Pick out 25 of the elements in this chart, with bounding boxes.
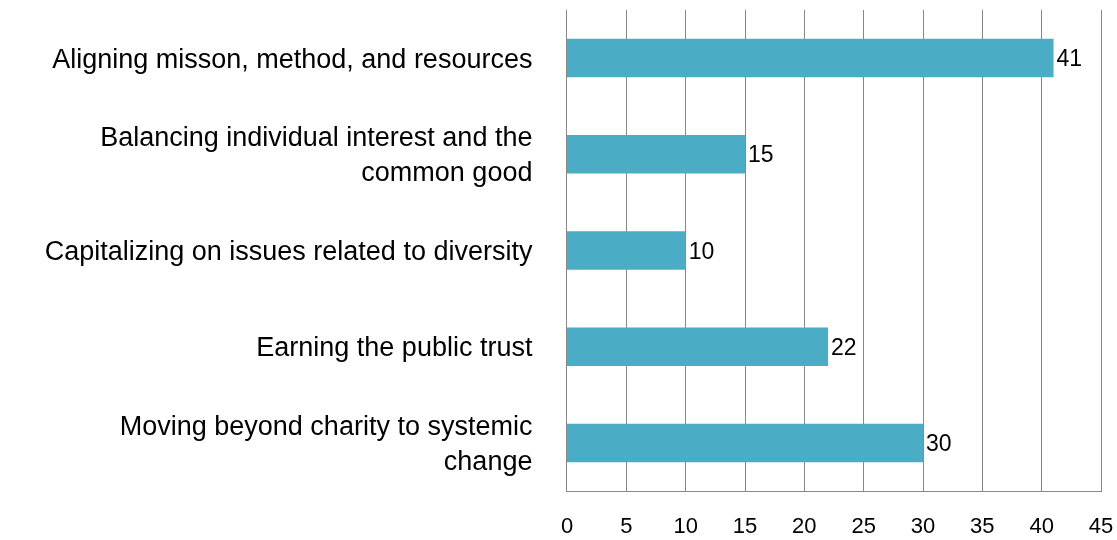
x-tick-label: 15 — [732, 512, 758, 538]
bar — [567, 423, 923, 463]
y-tick-label: Capitalizing on issues related to diversity — [44, 235, 533, 266]
bar — [567, 327, 829, 366]
x-tick-label: 35 — [970, 512, 995, 538]
bar — [567, 38, 1054, 78]
bar — [567, 135, 745, 174]
data-label: 41 — [1056, 45, 1083, 72]
data-label: 10 — [688, 237, 715, 264]
y-tick-label: Earning the public trust — [256, 332, 533, 363]
x-tick-label: 45 — [1088, 512, 1114, 538]
data-label: 15 — [748, 141, 774, 168]
x-tick-label: 0 — [560, 512, 574, 538]
x-tick-label: 25 — [851, 512, 876, 538]
data-label: 22 — [831, 333, 857, 360]
y-tick-label: Moving beyond charity to systemic change — [119, 410, 533, 476]
x-tick-label: 5 — [620, 512, 633, 538]
y-tick-label: Balancing individual interest and the common good — [100, 122, 533, 188]
x-tick-label: 40 — [1029, 512, 1054, 538]
x-tick-label: 20 — [792, 512, 817, 538]
x-tick-label: 30 — [910, 512, 936, 538]
x-tick-label: 10 — [673, 512, 698, 538]
y-tick-label: Aligning misson, method, and resources — [52, 43, 533, 74]
data-label: 30 — [926, 429, 952, 456]
bar — [567, 231, 686, 270]
